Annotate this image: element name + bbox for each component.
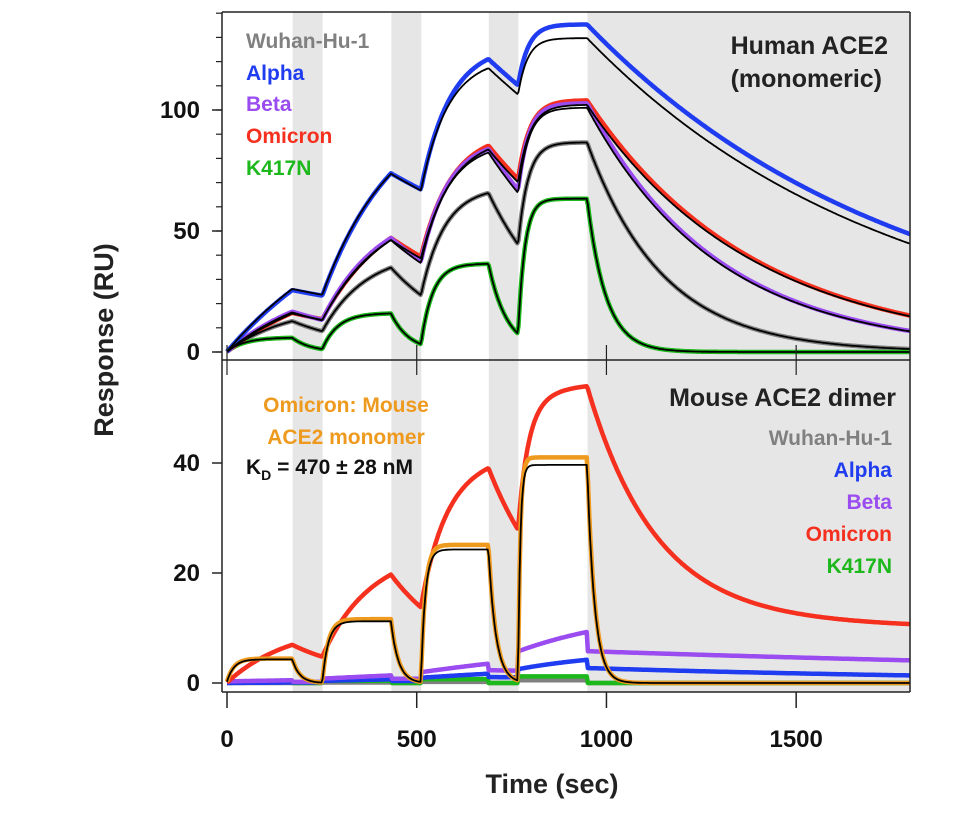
legend-bottom-omicron: Omicron bbox=[806, 523, 892, 546]
dissociation-band bbox=[488, 12, 519, 692]
bottom-series-beta bbox=[225, 629, 910, 685]
y-tick-label: 0 bbox=[187, 670, 200, 697]
legend-top-omicron: Omicron bbox=[246, 125, 332, 148]
monomer-annotation-line2: ACE2 monomer bbox=[267, 426, 425, 449]
y-tick-label: 100 bbox=[160, 97, 200, 124]
bottom-panel-curves bbox=[224, 384, 910, 686]
y-axis-label: Response (RU) bbox=[89, 243, 119, 437]
legend-top-alpha: Alpha bbox=[246, 62, 305, 85]
legend-top-beta: Beta bbox=[246, 93, 292, 116]
x-tick-label: 500 bbox=[397, 726, 437, 753]
top-panel-title-line2: (monomeric) bbox=[731, 65, 882, 93]
bottom-panel-title: Mouse ACE2 dimer bbox=[669, 384, 896, 412]
top-fit-wuhan-hu-1-fit bbox=[226, 141, 910, 353]
y-tick-label: 0 bbox=[187, 339, 200, 366]
x-axis-label: Time (sec) bbox=[485, 769, 618, 799]
x-tick-label: 1500 bbox=[769, 726, 822, 753]
x-tick-label: 0 bbox=[220, 726, 233, 753]
legend-bottom-wuhan: Wuhan-Hu-1 bbox=[769, 427, 893, 450]
monomer-annotation-line1: Omicron: Mouse bbox=[263, 394, 429, 417]
kd-value: = 470 ± 28 nM bbox=[271, 456, 413, 479]
legend-bottom-beta: Beta bbox=[846, 491, 892, 514]
top-fit-alpha-fit bbox=[226, 37, 910, 353]
legend-top-wuhan: Wuhan-Hu-1 bbox=[246, 30, 370, 53]
x-tick-label: 1000 bbox=[580, 726, 633, 753]
y-tick-label: 50 bbox=[173, 218, 200, 245]
kd-subscript: D bbox=[261, 467, 271, 483]
legend-bottom-alpha: Alpha bbox=[834, 459, 893, 482]
bottom-fit-monomer-fit bbox=[226, 464, 910, 684]
top-panel-title-line1: Human ACE2 bbox=[731, 32, 888, 60]
y-tick-label: 40 bbox=[173, 450, 200, 477]
y-tick-label: 20 bbox=[173, 560, 200, 587]
dissociation-band bbox=[292, 12, 323, 692]
bottom-series-alpha bbox=[225, 657, 910, 686]
legend-bottom-k417n: K417N bbox=[827, 555, 892, 578]
legend-top-k417n: K417N bbox=[246, 157, 311, 180]
kd-symbol: K bbox=[246, 456, 261, 479]
kd-annotation: KD = 470 ± 28 nM bbox=[246, 456, 413, 483]
top-fit-beta-fit bbox=[226, 106, 910, 353]
